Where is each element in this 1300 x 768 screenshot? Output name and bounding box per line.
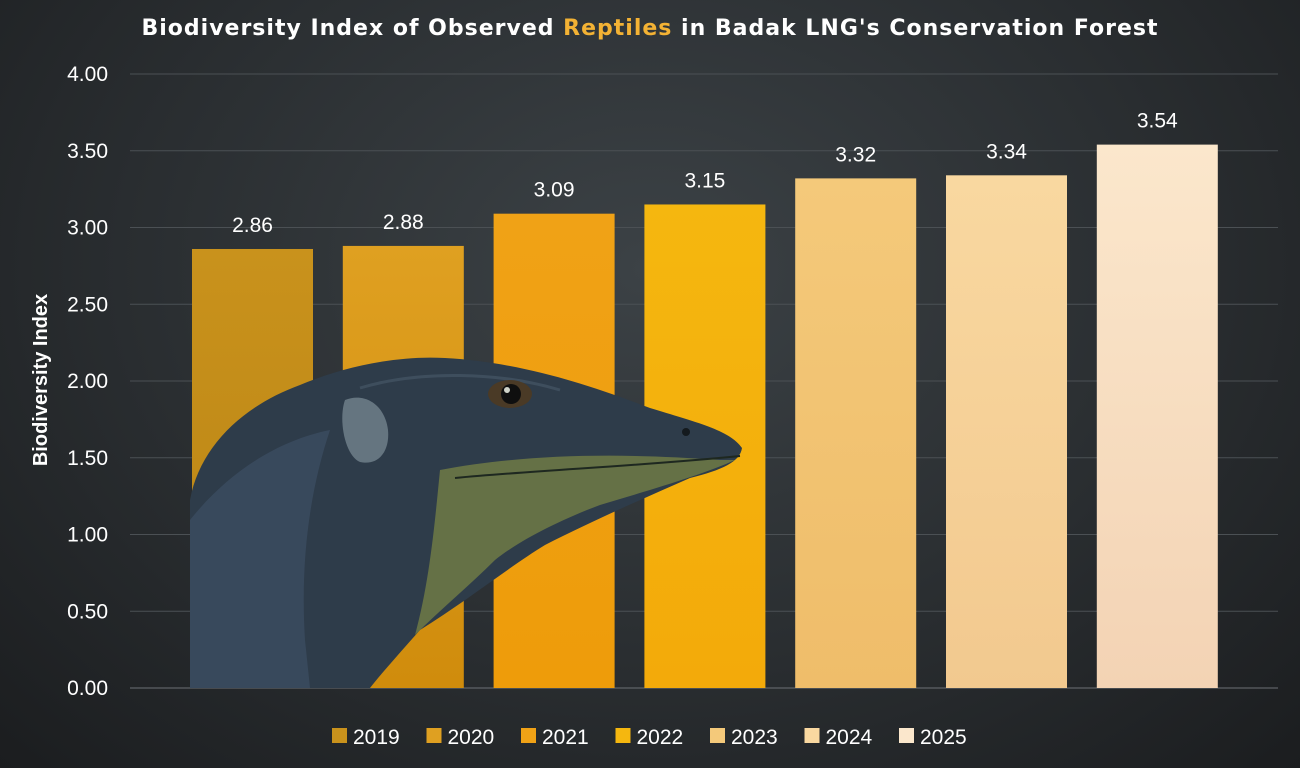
value-label-2025: 3.54: [1137, 110, 1178, 133]
y-tick-label: 3.00: [67, 217, 108, 240]
legend-label-2024: 2024: [826, 726, 873, 749]
legend-label-2023: 2023: [731, 726, 778, 749]
value-label-2019: 2.86: [232, 214, 273, 237]
value-labels: 2.86 2.88 3.09 3.15 3.32 3.34 3.54: [232, 110, 1178, 237]
value-label-2021: 3.09: [534, 179, 575, 202]
value-label-2020: 2.88: [383, 211, 424, 234]
legend-label-2020: 2020: [448, 726, 495, 749]
y-tick-label: 4.00: [67, 63, 108, 86]
legend-swatch-2020: [426, 728, 442, 743]
monitor-lizard-photo: [190, 357, 742, 688]
title-part-3: in Badak LNG's Conservation Forest: [672, 16, 1159, 41]
bar-2025: [1096, 144, 1218, 689]
legend-label-2019: 2019: [353, 726, 400, 749]
chart-title: Biodiversity Index of Observed Reptiles …: [0, 16, 1300, 41]
title-part-1: Biodiversity Index of Observed: [141, 16, 564, 41]
y-tick-label: 0.50: [67, 600, 108, 623]
y-axis-title-group: Biodiversity Index: [30, 294, 52, 466]
legend-swatch-2025: [899, 728, 914, 743]
y-tick-label: 2.00: [67, 370, 108, 393]
title-highlight-reptiles: Reptiles: [563, 16, 673, 41]
legend-swatch-2019: [332, 728, 347, 743]
y-tick-label: 1.00: [67, 524, 108, 547]
legend-swatch-2021: [521, 728, 536, 743]
y-tick-label: 0.00: [67, 677, 108, 700]
y-tick-label: 1.50: [67, 447, 108, 470]
y-tick-label: 3.50: [67, 140, 108, 163]
legend-swatch-2022: [615, 728, 631, 743]
bar-2023: [795, 178, 917, 688]
y-tick-label: 2.50: [67, 293, 108, 316]
legend-swatch-2024: [804, 728, 820, 743]
legend: 2019 2020 2021 2022 2023 2024 2025: [332, 726, 967, 749]
bar-2024: [946, 175, 1067, 688]
value-label-2024: 3.34: [986, 140, 1027, 163]
y-axis-title: Biodiversity Index: [30, 294, 52, 466]
legend-label-2025: 2025: [920, 726, 967, 749]
value-label-2022: 3.15: [684, 169, 725, 192]
legend-swatch-2023: [710, 728, 725, 743]
value-label-2023: 3.32: [835, 143, 876, 166]
y-axis-ticks: 0.00 0.50 1.00 1.50 2.00 2.50 3.00 3.50 4.00: [67, 63, 108, 700]
legend-label-2021: 2021: [542, 726, 589, 749]
legend-label-2022: 2022: [637, 726, 684, 749]
